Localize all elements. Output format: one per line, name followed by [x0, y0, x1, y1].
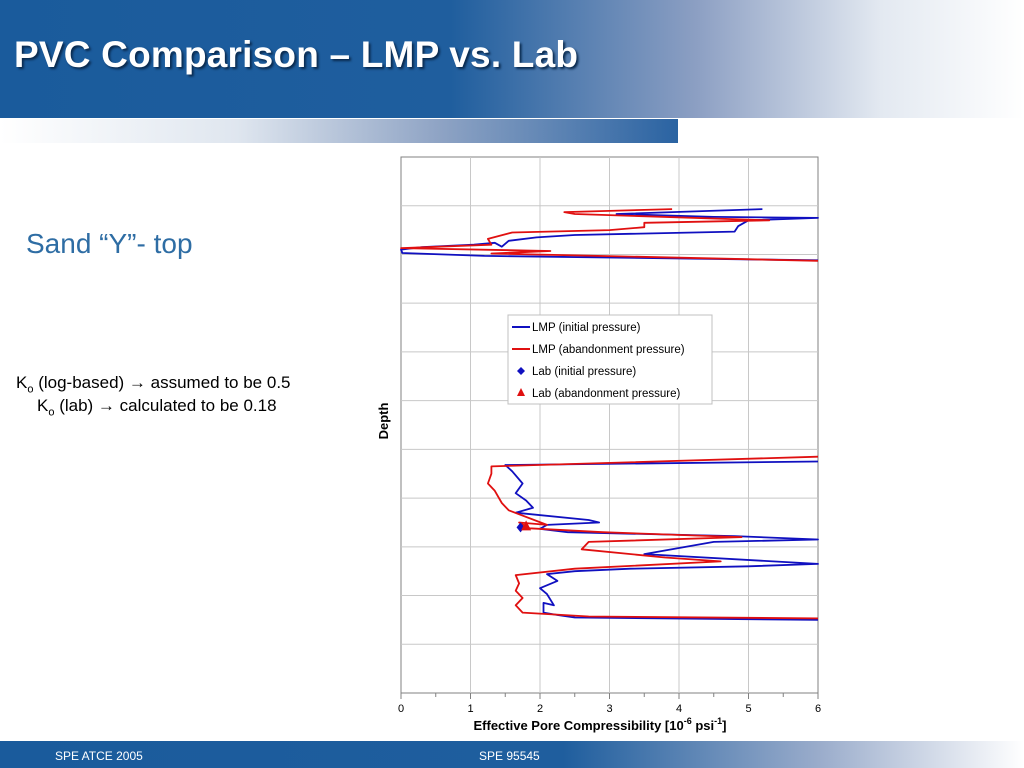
x-tick-label: 5 [745, 703, 751, 715]
legend-triangle-swatch [517, 388, 525, 396]
legend-diamond-swatch [517, 367, 525, 375]
footer-paper-id: SPE 95545 [479, 749, 540, 763]
header-stripe [0, 119, 678, 143]
x-tick-label: 2 [537, 703, 543, 715]
series-layer [400, 208, 819, 621]
x-axis-label-sup1: -6 [684, 716, 692, 726]
x-tick-label: 1 [467, 703, 473, 715]
legend: LMP (initial pressure) LMP (abandonment p… [507, 314, 713, 405]
legend-label: Lab (abandonment pressure) [532, 388, 680, 400]
grid [401, 157, 818, 693]
ko-log-note-text: (log-based) → assumed to be 0.5 [33, 373, 291, 392]
series-line [504, 460, 819, 621]
series-line [400, 208, 819, 262]
slide-header: PVC Comparison – LMP vs. Lab [0, 0, 1024, 118]
pvc-chart: 0 1 2 3 4 5 6 Depth Effective Pore Compressibi… [376, 156, 821, 733]
ko-log-note: Ko (log-based) → assumed to be 0.5 [16, 373, 291, 395]
slide-title: PVC Comparison – LMP vs. Lab [14, 34, 579, 75]
x-axis-label-main: Effective Pore Compressibility [10 [473, 718, 683, 733]
slide-footer: SPE ATCE 2005 SPE 95545 [0, 741, 1024, 768]
x-axis: 0 1 2 3 4 5 6 [398, 693, 821, 715]
x-axis-label-mid: psi [692, 718, 714, 733]
y-axis-label: Depth [376, 403, 391, 440]
ko-lab-note-text: (lab) → calculated to be 0.18 [54, 396, 277, 415]
ko-lab-note: Ko (lab) → calculated to be 0.18 [37, 396, 277, 418]
lab-point-triangle [521, 520, 532, 531]
x-axis-label-sup2: -1 [714, 716, 722, 726]
legend-label: LMP (initial pressure) [532, 322, 641, 334]
section-title: Sand “Y”- top [26, 228, 193, 259]
header-stripe-blank [678, 119, 1024, 143]
series-line [400, 208, 819, 262]
x-axis-label: Effective Pore Compressibility [10-6 psi… [473, 716, 726, 733]
ko-log-note-sub: o [27, 383, 34, 396]
legend-label: LMP (abandonment pressure) [532, 344, 685, 356]
footer-conference: SPE ATCE 2005 [55, 749, 143, 763]
legend-label: Lab (initial pressure) [532, 366, 636, 378]
x-tick-label: 3 [606, 703, 612, 715]
legend-box [507, 314, 713, 405]
series-line [487, 455, 819, 620]
legend-entries: LMP (initial pressure) LMP (abandonment p… [512, 322, 685, 400]
x-tick-label: 4 [676, 703, 682, 715]
x-axis-label-end: ] [722, 718, 726, 733]
ko-lab-note-sub: o [48, 406, 55, 419]
ko-lab-note-k: K [37, 396, 49, 415]
ko-log-note-k: K [16, 373, 28, 392]
x-tick-label: 6 [815, 703, 821, 715]
x-tick-label: 0 [398, 703, 404, 715]
